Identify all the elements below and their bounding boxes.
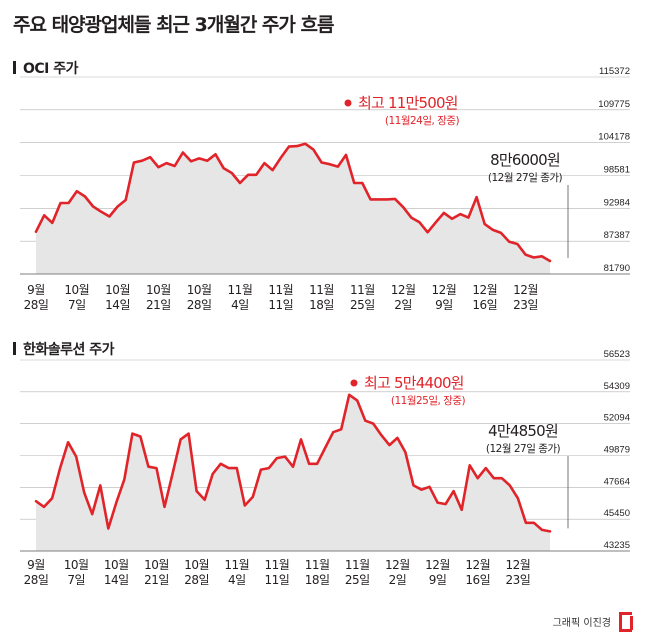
oci-chart-title: OCI 주가 [13,58,79,78]
x-tick-label-day: 7일 [67,573,85,587]
callout-peak-note: (11월24일, 장중) [385,114,460,127]
x-tick-label-month: 10월 [105,283,130,297]
x-tick-label-day: 9일 [435,298,453,312]
title-bar-marker [13,342,16,355]
x-tick-label-month: 12월 [385,558,410,572]
callout-peak-label: 최고 5만4400원 [364,374,464,392]
x-tick-label-month: 11월 [345,558,370,572]
peak-marker-dot [344,99,352,107]
y-tick-label: 47664 [604,476,630,487]
x-tick-label-month: 11월 [350,283,375,297]
x-tick-label-month: 10월 [146,283,171,297]
x-tick-label-day: 9일 [429,573,447,587]
x-tick-label-day: 4일 [231,298,249,312]
x-tick-label-month: 10월 [64,558,89,572]
y-tick-label: 104178 [598,132,630,143]
y-tick-label: 92984 [604,197,630,208]
x-tick-label-day: 11일 [265,573,290,587]
x-tick-label-month: 12월 [465,558,490,572]
x-tick-label-month: 12월 [472,283,497,297]
oci-chart-title-text: OCI 주가 [23,61,79,77]
x-tick-label-month: 12월 [432,283,457,297]
x-tick-label-day: 23일 [513,298,538,312]
x-tick-label-day: 2일 [394,298,412,312]
x-tick-label-month: 11월 [228,283,253,297]
y-tick-label: 43235 [604,540,630,551]
x-tick-label-month: 9월 [27,558,45,572]
main-title: 주요 태양광업체들 최근 3개월간 주가 흐름 [13,14,334,36]
x-tick-label-day: 21일 [144,573,169,587]
x-tick-label-month: 10월 [144,558,169,572]
y-tick-label: 56523 [604,349,630,360]
callout-peak-note: (11월25일, 장중) [391,394,466,407]
x-tick-label-month: 12월 [425,558,450,572]
x-tick-label-day: 28일 [187,298,212,312]
y-tick-label: 52094 [604,413,630,424]
y-tick-label: 98581 [604,165,630,176]
x-tick-label-day: 25일 [345,573,370,587]
publisher-logo [619,612,633,632]
x-tick-label-month: 11월 [265,558,290,572]
x-tick-label-day: 21일 [146,298,171,312]
hanwha-chart-title: 한화솔루션 주가 [13,339,115,359]
x-tick-label-day: 7일 [68,298,86,312]
y-tick-label: 45450 [604,508,630,519]
x-tick-label-month: 10월 [64,283,89,297]
x-tick-label-month: 10월 [184,558,209,572]
x-tick-label-day: 4일 [228,573,246,587]
x-tick-label-day: 28일 [184,573,209,587]
x-tick-label-day: 14일 [104,573,129,587]
x-tick-label-day: 23일 [505,573,530,587]
credit-text: 그래픽 이진경 [552,617,611,629]
x-tick-label-day: 11일 [268,298,293,312]
y-tick-label: 49879 [604,445,630,456]
x-tick-label-day: 18일 [309,298,334,312]
callout-close-note: (12월 27일 종가) [486,442,561,455]
x-tick-label-month: 9월 [27,283,45,297]
x-tick-label-day: 18일 [305,573,330,587]
x-tick-label-day: 16일 [465,573,490,587]
x-tick-label-day: 28일 [24,298,49,312]
x-tick-label-month: 11월 [309,283,334,297]
hanwha-chart-title-text: 한화솔루션 주가 [23,342,115,358]
price-area-fill [36,143,550,274]
x-tick-label-day: 28일 [24,573,49,587]
callout-close-note: (12월 27일 종가) [488,171,563,184]
oci-price-chart: 115372 109775 104178 98581 92984 87387 81790 9월… [20,66,630,312]
price-line [34,393,552,533]
x-tick-label-month: 11월 [224,558,249,572]
x-tick-label-day: 16일 [472,298,497,312]
callout-peak-label: 최고 11만500원 [358,94,458,112]
x-tick-label-day: 25일 [350,298,375,312]
y-tick-label: 54309 [604,381,630,392]
callout-close-label: 4만4850원 [488,422,558,440]
x-tick-label-month: 12월 [391,283,416,297]
y-tick-label: 109775 [598,99,630,110]
price-area-fill [36,394,550,551]
x-tick-label-day: 2일 [389,573,407,587]
y-tick-label: 81790 [604,263,630,274]
x-tick-label-month: 11월 [305,558,330,572]
x-tick-label-day: 14일 [105,298,130,312]
x-tick-label-month: 10월 [104,558,129,572]
graphic-credit: 그래픽 이진경 [552,612,633,632]
x-tick-label-month: 10월 [187,283,212,297]
x-tick-label-month: 11월 [268,283,293,297]
y-tick-label: 87387 [604,230,630,241]
y-tick-label: 115372 [599,66,630,77]
peak-marker-dot [350,379,358,387]
x-tick-label-month: 12월 [505,558,530,572]
callout-close-label: 8만6000원 [490,151,560,169]
price-line [34,142,552,263]
title-bar-marker [13,61,16,74]
x-tick-label-month: 12월 [513,283,538,297]
